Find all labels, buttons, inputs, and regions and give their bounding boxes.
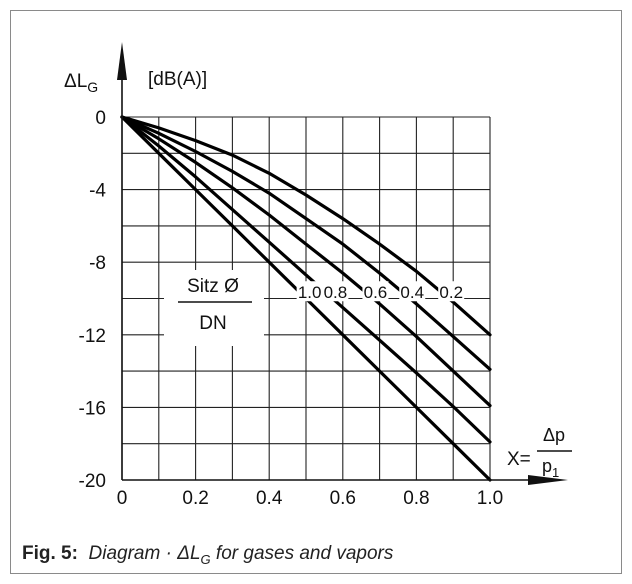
x-tick-label: 0.2	[182, 488, 208, 509]
y-tick-label: -12	[79, 326, 106, 347]
series-line-0-8	[120, 115, 492, 444]
series-label-1-0: 1.0	[298, 283, 322, 302]
series-line-0-4	[120, 115, 492, 371]
series-label-0-4: 0.4	[400, 283, 424, 302]
y-axis-label: ΔLG	[64, 71, 98, 95]
x-tick-label: 0.6	[330, 488, 356, 509]
x-tick-label: 0.4	[256, 488, 283, 509]
caption-fig-label: Fig. 5:	[22, 543, 78, 564]
series-label-0-8: 0.8	[324, 283, 348, 302]
series-label-background	[322, 281, 349, 302]
figure-caption: Fig. 5: Diagram · ΔLG for gases and vapo…	[22, 543, 393, 567]
x-axis-label-numerator: Δp	[543, 425, 565, 445]
series-label-background	[438, 281, 465, 302]
series-labels: 1.0 0.8 0.6 0.4 0.2	[296, 281, 465, 302]
series-label-0-6: 0.6	[364, 283, 388, 302]
legend-title: Sitz Ø DN	[164, 270, 264, 346]
axes	[117, 42, 568, 485]
y-tick-label: 0	[95, 108, 106, 129]
y-tick-label: -4	[89, 181, 106, 202]
legend-title-numerator: Sitz Ø	[187, 276, 239, 297]
tick-labels: 0 0.2 0.4 0.6 0.8 1.00-4-8-12-16-20	[79, 108, 504, 509]
x-axis-label-denominator: p1	[542, 456, 559, 480]
figure-frame	[10, 10, 622, 574]
series-label-background	[296, 281, 323, 302]
series-line-0-6	[120, 115, 492, 408]
x-tick-label: 1.0	[477, 488, 503, 509]
x-axis-arrow	[528, 475, 568, 485]
y-tick-label: -20	[79, 471, 106, 492]
caption-text: Diagram · ΔLG for gases and vapors	[88, 543, 394, 567]
legend-title-denominator: DN	[199, 313, 226, 334]
series-lines	[120, 115, 492, 482]
series-label-background	[362, 281, 389, 302]
x-axis-label-prefix: X=	[507, 449, 531, 470]
series-label-background	[399, 281, 426, 302]
x-tick-label: 0	[117, 488, 128, 509]
y-tick-label: -16	[79, 398, 106, 419]
y-axis-arrow	[117, 42, 127, 80]
x-tick-label: 0.8	[403, 488, 429, 509]
series-label-0-2: 0.2	[439, 283, 463, 302]
y-tick-label: -8	[89, 253, 106, 274]
series-line-0-2	[120, 115, 492, 337]
y-axis-unit: [dB(A)]	[148, 69, 207, 90]
